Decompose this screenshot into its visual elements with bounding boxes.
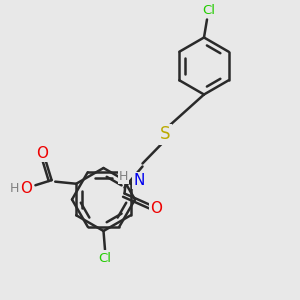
Text: Cl: Cl (98, 251, 112, 265)
Text: H: H (10, 182, 19, 195)
Text: N: N (133, 173, 144, 188)
Text: O: O (20, 181, 32, 196)
Text: Cl: Cl (202, 4, 215, 17)
Text: O: O (150, 201, 162, 216)
Text: H: H (119, 170, 128, 183)
Text: O: O (37, 146, 49, 161)
Text: S: S (160, 125, 171, 143)
